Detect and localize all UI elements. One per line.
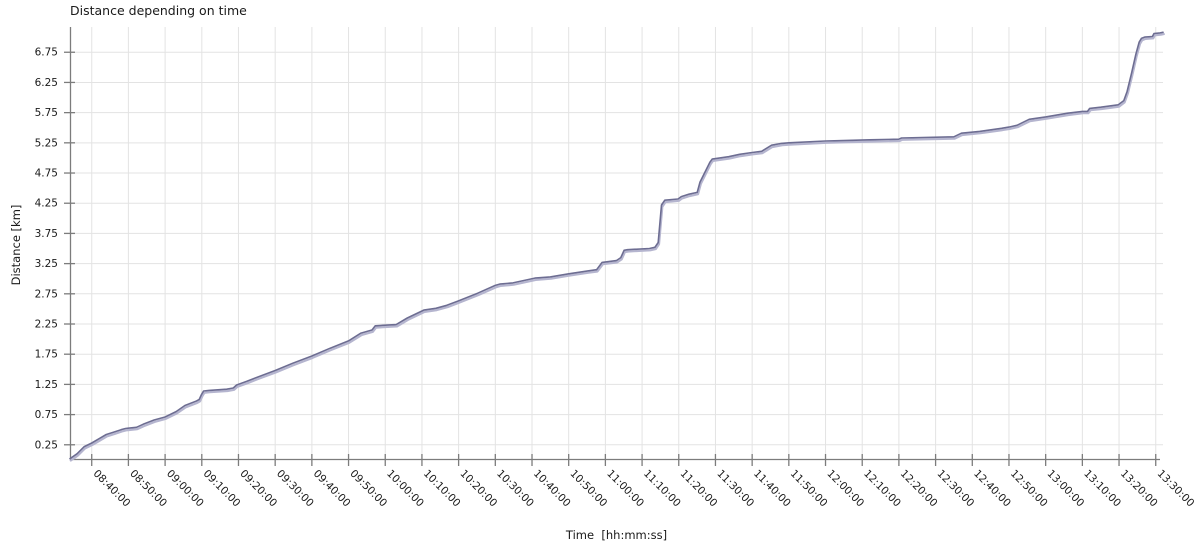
svg-text:12:10:00: 12:10:00 [861, 468, 903, 510]
svg-text:2.75: 2.75 [35, 288, 58, 300]
svg-text:10:00:00: 10:00:00 [384, 468, 426, 510]
svg-text:09:00:00: 09:00:00 [164, 468, 206, 510]
distance-series-line [69, 31, 1164, 460]
svg-text:13:10:00: 13:10:00 [1081, 468, 1123, 510]
svg-text:6.75: 6.75 [35, 47, 58, 59]
svg-text:10:10:00: 10:10:00 [421, 468, 463, 510]
svg-text:4.75: 4.75 [35, 168, 58, 180]
y-axis-label: Distance [km] [9, 204, 23, 286]
svg-text:5.75: 5.75 [35, 107, 58, 119]
svg-text:09:30:00: 09:30:00 [274, 468, 316, 510]
chart-title: Distance depending on time [70, 3, 247, 18]
svg-text:11:20:00: 11:20:00 [678, 468, 720, 510]
svg-text:11:50:00: 11:50:00 [788, 468, 830, 510]
svg-text:13:00:00: 13:00:00 [1045, 468, 1087, 510]
svg-text:08:40:00: 08:40:00 [91, 468, 133, 510]
svg-text:09:40:00: 09:40:00 [311, 468, 353, 510]
svg-text:08:50:00: 08:50:00 [127, 468, 169, 510]
svg-text:12:40:00: 12:40:00 [971, 468, 1013, 510]
svg-text:10:20:00: 10:20:00 [457, 468, 499, 510]
svg-text:1.25: 1.25 [35, 379, 58, 391]
svg-text:4.25: 4.25 [35, 198, 58, 210]
svg-text:12:20:00: 12:20:00 [898, 468, 940, 510]
svg-text:5.25: 5.25 [35, 137, 58, 149]
svg-text:09:50:00: 09:50:00 [347, 468, 389, 510]
svg-text:0.25: 0.25 [35, 439, 58, 451]
svg-text:6.25: 6.25 [35, 77, 58, 89]
axes [64, 27, 1160, 466]
svg-text:0.75: 0.75 [35, 409, 58, 421]
distance-series-shadow [69, 32, 1165, 462]
svg-text:11:00:00: 11:00:00 [604, 468, 646, 510]
svg-text:12:50:00: 12:50:00 [1008, 468, 1050, 510]
svg-text:12:00:00: 12:00:00 [824, 468, 866, 510]
svg-text:10:30:00: 10:30:00 [494, 468, 536, 510]
svg-text:1.75: 1.75 [35, 349, 58, 361]
svg-text:3.75: 3.75 [35, 228, 58, 240]
tick-labels: 0.25 0.75 1.25 1.75 2.25 2.75 3.25 3.75 4.25 4.75… [35, 47, 1197, 510]
svg-text:12:30:00: 12:30:00 [934, 468, 976, 510]
svg-text:10:40:00: 10:40:00 [531, 468, 573, 510]
svg-text:11:30:00: 11:30:00 [714, 468, 756, 510]
x-axis-label: Time [hh:mm:ss] [565, 528, 668, 542]
svg-text:13:20:00: 13:20:00 [1118, 468, 1160, 510]
svg-text:13:30:00: 13:30:00 [1155, 468, 1197, 510]
svg-text:2.25: 2.25 [35, 319, 58, 331]
svg-text:11:40:00: 11:40:00 [751, 468, 793, 510]
svg-text:3.25: 3.25 [35, 258, 58, 270]
svg-text:09:10:00: 09:10:00 [201, 468, 243, 510]
svg-text:11:10:00: 11:10:00 [641, 468, 683, 510]
svg-text:09:20:00: 09:20:00 [237, 468, 279, 510]
gridlines [70, 27, 1163, 460]
svg-text:10:50:00: 10:50:00 [568, 468, 610, 510]
